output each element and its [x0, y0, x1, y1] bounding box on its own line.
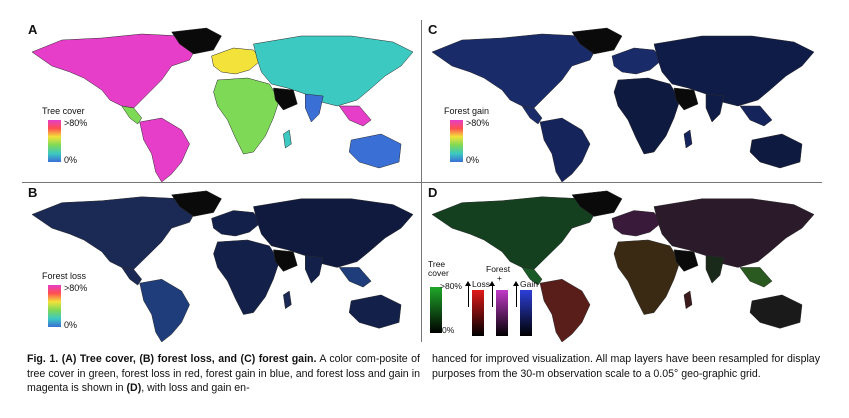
landmass-northAmerica: [31, 196, 197, 270]
landmass-africa: [213, 239, 280, 315]
tree-cover-min-label: 0%: [442, 325, 455, 335]
panel-a-label: A: [28, 22, 38, 37]
forest-loss-color-ramp: [48, 285, 61, 327]
landmass-madagascar: [283, 290, 292, 310]
landmass-centralAmerica: [521, 267, 543, 286]
landmass-europe: [211, 47, 262, 75]
panel-c-label: C: [428, 22, 438, 37]
caption-title: (A) Tree cover, (B) forest loss, and (C)…: [61, 353, 317, 365]
landmass-africa: [613, 77, 681, 155]
landmass-india: [705, 255, 725, 284]
landmass-greenland: [171, 27, 222, 55]
landmass-northAmerica: [31, 33, 197, 109]
forest-gain-legend-min: 0%: [466, 155, 480, 165]
forest-loss-legend-min: 0%: [64, 320, 78, 330]
landmass-australia: [348, 294, 402, 329]
landmass-centralAmerica: [121, 105, 143, 125]
landmass-arabia: [273, 249, 298, 272]
landmass-africa: [613, 239, 681, 315]
landmass-arabia: [673, 87, 699, 111]
caption-text-part2-start: , with loss and gain en-: [141, 382, 250, 394]
landmass-india: [305, 255, 324, 284]
landmass-greenland: [571, 27, 623, 55]
composite-world-map: [431, 190, 815, 342]
gain-arrow-icon: [513, 281, 519, 307]
forest-loss-legend-max: >80%: [64, 283, 88, 293]
loss-label: Loss: [472, 279, 490, 289]
figure-caption-left-column: Fig. 1. (A) Tree cover, (B) forest loss,…: [27, 352, 420, 396]
landmass-greenland: [571, 190, 623, 217]
landmass-seAsia: [739, 267, 773, 288]
loss-gain-arrow-icon: [489, 281, 495, 307]
tree-cover-green-ramp: [430, 287, 442, 333]
figure-number: Fig. 1.: [27, 353, 59, 365]
forest-gain-color-ramp: [450, 120, 463, 162]
landmass-greenland: [171, 190, 222, 217]
caption-panel-d-ref: (D): [126, 382, 142, 394]
landmass-madagascar: [683, 129, 693, 149]
panel-b-label: B: [28, 185, 38, 200]
panel-a-tree-cover-map: A Tree cover >80% 0%: [22, 20, 421, 182]
landmass-australia: [749, 133, 803, 169]
landmass-europe: [611, 210, 663, 237]
landmass-asia: [653, 35, 815, 107]
landmass-southAmerica: [539, 278, 591, 342]
tree-cover-color-ramp: [48, 120, 61, 162]
landmass-centralAmerica: [121, 267, 143, 286]
landmass-india: [305, 93, 324, 123]
caption-text-part1: A color com-posite of tree cover in gree…: [27, 353, 421, 394]
tree-cover-legend-min: 0%: [64, 155, 78, 165]
landmass-northAmerica: [431, 196, 598, 270]
landmass-arabia: [673, 249, 699, 272]
gain-blue-ramp: [520, 290, 532, 336]
landmass-asia: [253, 35, 414, 107]
plus-sign-label: +: [497, 273, 502, 283]
gain-label: Gain: [520, 279, 538, 289]
tree-cover-legend-max: >80%: [64, 118, 88, 128]
panel-d-label: D: [428, 185, 438, 200]
landmass-southAmerica: [139, 117, 190, 182]
landmass-centralAmerica: [521, 105, 543, 125]
loss-arrow-icon: [465, 281, 471, 307]
landmass-madagascar: [283, 129, 292, 149]
tree-cover-legend-title: Tree cover: [42, 106, 85, 116]
caption-text-part2: hanced for improved visualization. All m…: [432, 353, 820, 380]
landmass-seAsia: [739, 105, 773, 127]
forest-gain-legend-max: >80%: [466, 118, 490, 128]
panel-b-forest-loss-map: B Forest loss >80% 0%: [22, 183, 421, 342]
landmass-asia: [653, 198, 815, 268]
landmass-arabia: [273, 87, 298, 111]
landmass-australia: [749, 294, 803, 329]
tree-cover-max-label: >80%: [440, 281, 462, 291]
landmass-seAsia: [338, 105, 372, 127]
composite-legend: Tree cover >80% 0% Forest + Loss Gain: [426, 259, 548, 339]
forest-gain-legend-title: Forest gain: [444, 106, 490, 116]
vertical-panel-divider: [421, 20, 422, 342]
figure-caption-right-column: hanced for improved visualization. All m…: [432, 352, 820, 381]
landmass-africa: [213, 77, 280, 155]
landmass-australia: [348, 133, 402, 169]
horizontal-panel-divider: [22, 182, 822, 183]
landmass-seAsia: [338, 267, 372, 288]
landmass-southAmerica: [139, 278, 190, 342]
forest-loss-legend-title: Forest loss: [42, 271, 87, 281]
landmass-europe: [211, 210, 262, 237]
forest-plus-label: Forest: [486, 264, 511, 274]
forest-loss-world-map: [31, 190, 414, 342]
forest-gain-world-map: [431, 27, 815, 182]
landmass-india: [705, 93, 725, 123]
panel-d-composite-map: D Tree cover >80% 0% Forest + Loss Gain: [422, 183, 822, 342]
landmass-northAmerica: [431, 33, 598, 109]
landmass-madagascar: [683, 290, 693, 310]
panel-c-forest-gain-map: C Forest gain >80% 0%: [422, 20, 822, 182]
landmass-europe: [611, 47, 663, 75]
tree-cover-world-map: [31, 27, 414, 182]
landmass-southAmerica: [539, 117, 591, 182]
tree-cover-title-line2: cover: [428, 268, 449, 278]
loss-and-gain-magenta-ramp: [496, 290, 508, 336]
landmass-asia: [253, 198, 414, 268]
tree-cover-title-line1: Tree: [428, 259, 446, 269]
loss-red-ramp: [472, 290, 484, 336]
